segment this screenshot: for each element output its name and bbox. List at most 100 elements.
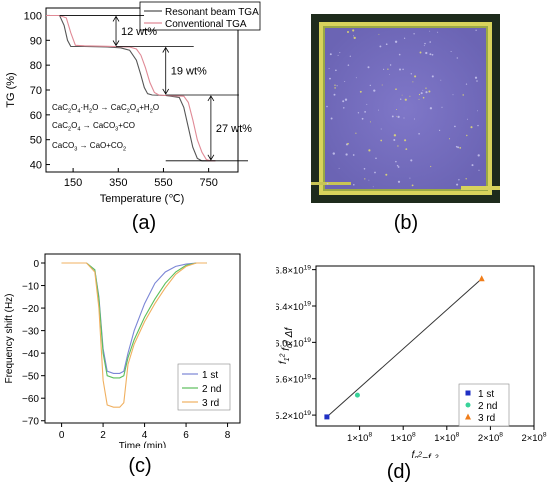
particle-speck [466, 134, 468, 137]
particle-speck [422, 89, 424, 91]
arrow-head-down [112, 40, 120, 47]
panel-label-d: (d) [386, 461, 412, 483]
particle-speck [452, 94, 454, 96]
particle-speck [369, 121, 371, 123]
step-annotation: 19 wt% [171, 66, 207, 78]
fit-line [326, 278, 483, 418]
particle-speck [353, 36, 356, 40]
particle-speck [347, 64, 350, 66]
particle-speck [352, 154, 355, 156]
particle-speck [391, 115, 394, 118]
particle-speck [394, 40, 398, 43]
particle-speck [418, 98, 420, 100]
y-tick-label: 0 [33, 259, 39, 270]
particle-speck [373, 89, 376, 92]
particle-speck [465, 178, 467, 180]
particle-speck [329, 77, 331, 80]
particle-speck [477, 124, 479, 127]
particle-speck [347, 31, 349, 33]
particle-speck [385, 173, 388, 176]
particle-speck [413, 118, 415, 120]
particle-speck [339, 52, 341, 54]
particle-speck [343, 107, 345, 109]
particle-speck [422, 96, 425, 99]
particle-speck [372, 186, 374, 188]
particle-speck [349, 55, 351, 57]
particle-speck [456, 183, 459, 186]
particle-speck [418, 93, 421, 96]
legend-box [139, 1, 261, 31]
data-point-2 [354, 392, 360, 398]
particle-speck [352, 29, 355, 32]
particle-speck [389, 74, 390, 75]
particle-speck [389, 64, 392, 66]
particle-speck [429, 53, 432, 56]
particle-speck [385, 43, 388, 46]
particle-speck [402, 68, 404, 71]
particle-speck [425, 91, 428, 94]
particle-speck [440, 79, 442, 81]
particle-speck [366, 103, 368, 105]
series-line-3 [61, 262, 207, 408]
particle-speck [378, 33, 380, 35]
particle-speck [438, 129, 441, 132]
particle-speck [424, 42, 426, 45]
particle-speck [393, 134, 397, 137]
particle-speck [328, 68, 330, 69]
arrow-head-up [112, 15, 120, 22]
particle-speck [347, 142, 349, 145]
x-tick-label: 1×108 [391, 432, 416, 444]
panel-label-b: (b) [393, 212, 419, 234]
reaction-equation: CaCO3 → CaO+CO2 [52, 141, 126, 152]
particle-speck [431, 53, 434, 56]
legend-marker [465, 402, 471, 408]
y-tick-label: 100 [24, 10, 42, 22]
particle-speck [369, 84, 371, 87]
y-tick-label: −70 [22, 417, 39, 428]
x-axis-label: Time (min) [119, 441, 166, 448]
particle-speck [419, 51, 422, 54]
panel-label-c: (c) [128, 455, 152, 477]
particle-speck [476, 80, 478, 82]
series-line-2 [61, 262, 207, 379]
arrow-head-up [207, 95, 215, 102]
particle-speck [400, 98, 402, 100]
x-tick-label: 750 [199, 177, 217, 189]
particle-speck [470, 126, 473, 129]
particle-speck [403, 117, 405, 119]
series-line-2 [46, 14, 216, 162]
particle-speck [335, 69, 337, 72]
particle-speck [380, 139, 383, 142]
particle-speck [398, 68, 402, 71]
particle-speck [466, 118, 468, 120]
y-tick-label: −10 [22, 282, 39, 293]
particle-speck [396, 115, 398, 117]
y-tick-label: 70 [30, 85, 42, 97]
particle-speck [375, 157, 377, 160]
particle-speck [471, 164, 474, 167]
particle-speck [380, 128, 382, 130]
y-tick-label: 90 [30, 35, 42, 47]
y-tick-label: 5.6×1019 [276, 373, 311, 385]
x-tick-label: 1×108 [434, 432, 459, 444]
y-tick-label: 40 [30, 160, 42, 172]
particle-speck [344, 98, 348, 101]
particle-speck [457, 146, 460, 149]
particle-speck [456, 57, 458, 59]
particle-speck [448, 138, 451, 140]
particle-speck [367, 66, 370, 69]
particle-speck [420, 92, 423, 95]
particle-speck [336, 85, 338, 87]
y-tick-label: 60 [30, 110, 42, 122]
plot-frame [315, 265, 535, 427]
particle-speck [378, 109, 379, 111]
arrow-head-up [162, 46, 170, 53]
chart-d: 5.2×1019 5.6×1019 6.0×1019 6.4×1019 6.8×1019… [276, 264, 547, 458]
particle-speck [387, 68, 389, 70]
legend-marker [465, 390, 471, 396]
x-tick-label: 150 [64, 177, 82, 189]
particle-speck [353, 35, 354, 37]
particle-speck [405, 148, 408, 150]
legend-label: 2 nd [478, 401, 497, 412]
particle-speck [344, 81, 346, 82]
